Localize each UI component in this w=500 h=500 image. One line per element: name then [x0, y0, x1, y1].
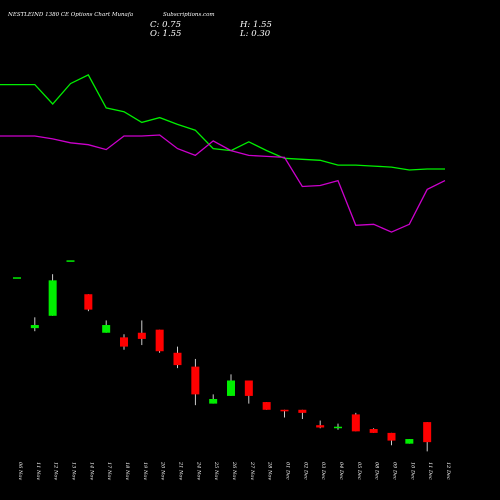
- candle-body: [120, 337, 128, 347]
- candle-body: [423, 422, 432, 443]
- candle-body: [387, 432, 396, 441]
- x-tick-label: 02 Dec: [302, 462, 308, 480]
- candle-body: [316, 425, 325, 428]
- candle-body: [48, 280, 57, 316]
- indicator-panel: [0, 74, 446, 233]
- x-tick-label: 14 Nov: [88, 462, 94, 480]
- candle-body: [351, 414, 360, 432]
- x-tick-label: 27 Nov: [249, 461, 255, 480]
- close-value: C: 0.75: [150, 20, 181, 30]
- x-tick-label: 19 Nov: [142, 462, 148, 480]
- x-tick-label: 21 Nov: [178, 461, 184, 480]
- candle-body: [66, 260, 75, 262]
- candle-body: [102, 325, 111, 333]
- x-tick-label: 13 Nov: [71, 462, 77, 480]
- candle-body: [137, 332, 146, 339]
- x-tick-label: 26 Nov: [231, 461, 237, 480]
- x-tick-label: 12 Dec: [445, 462, 451, 480]
- candle-body: [209, 398, 218, 404]
- candle-body: [191, 366, 200, 395]
- x-tick-label: 11 Nov: [35, 462, 41, 480]
- candle-body: [334, 426, 342, 429]
- x-tick-label: 24 Nov: [195, 461, 201, 480]
- x-tick-label: 25 Nov: [213, 461, 219, 480]
- candle-body: [262, 402, 271, 410]
- chart-title: NESTLEIND 1380 CE Options Chart Munafa: [7, 12, 133, 18]
- x-tick-label: 08 Dec: [374, 462, 380, 480]
- x-axis-labels: 06 Nov 11 Nov 12 Nov 13 Nov 14 Nov 17 Nov 18 N…: [17, 461, 451, 480]
- candle-body: [30, 325, 39, 329]
- x-tick-label: 28 Nov: [267, 461, 273, 480]
- low-value: L: 0.30: [239, 29, 271, 39]
- candle-body: [173, 352, 182, 366]
- x-tick-label: 01 Dec: [285, 462, 291, 480]
- site-label: Subscriptions.com: [163, 12, 215, 18]
- indicator-line-2: [0, 134, 446, 233]
- candle-body: [84, 294, 93, 310]
- indicator-line-1: [0, 74, 445, 171]
- candle-body: [298, 409, 307, 413]
- x-tick-label: 12 Nov: [53, 462, 59, 480]
- x-tick-label: 20 Nov: [160, 461, 166, 480]
- open-value: O: 1.55: [150, 29, 181, 39]
- x-tick-label: 05 Dec: [356, 462, 362, 480]
- x-tick-label: 09 Dec: [392, 462, 398, 480]
- candle-body: [13, 277, 21, 279]
- candle-body: [280, 409, 289, 412]
- x-tick-label: 04 Dec: [338, 462, 344, 480]
- x-tick-label: 17 Nov: [106, 462, 112, 480]
- candle-body: [369, 429, 378, 433]
- x-tick-label: 06 Nov: [17, 462, 23, 480]
- candle-body: [155, 329, 164, 352]
- candle-body: [244, 380, 253, 396]
- candle-body: [227, 380, 235, 396]
- candlestick-panel: [13, 260, 432, 452]
- x-tick-label: 10 Dec: [409, 462, 415, 480]
- x-tick-label: 11 Dec: [427, 462, 433, 480]
- candle-body: [405, 439, 414, 444]
- high-value: H: 1.55: [239, 20, 272, 30]
- x-tick-label: 18 Nov: [124, 462, 130, 480]
- x-tick-label: 03 Dec: [320, 462, 326, 480]
